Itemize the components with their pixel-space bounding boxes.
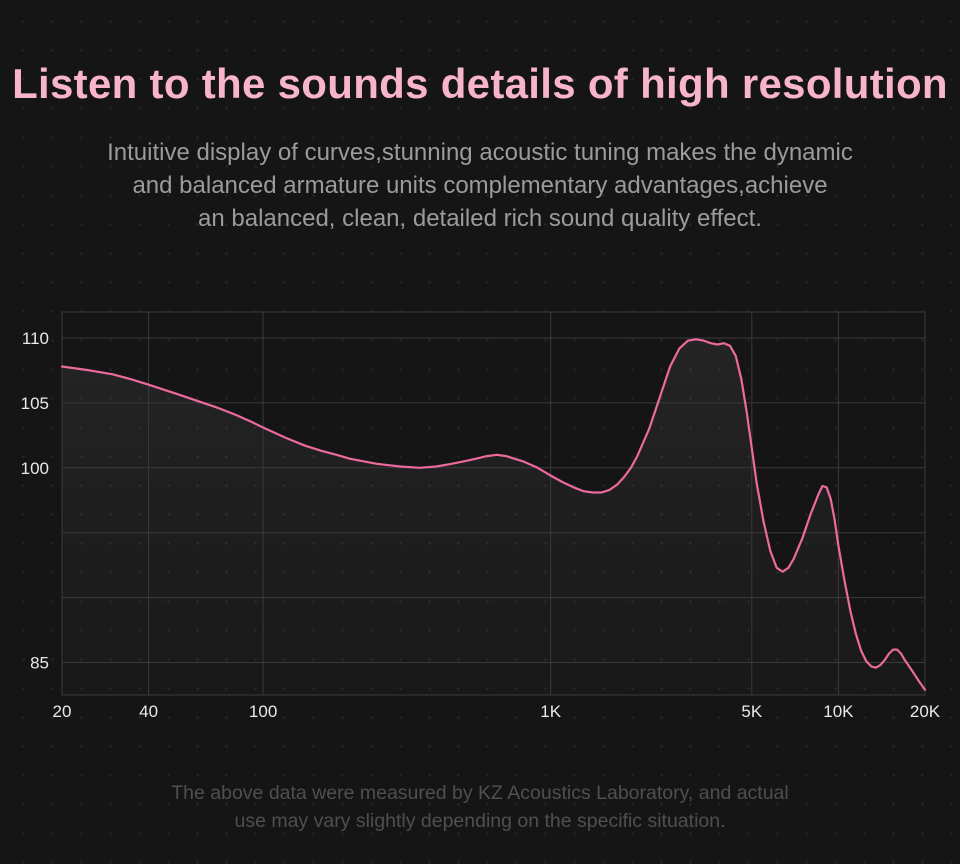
y-tick-label: 85 — [30, 654, 49, 673]
footer-note: The above data were measured by KZ Acous… — [0, 779, 960, 835]
x-tick-label: 10K — [823, 702, 854, 721]
frequency-response-curve — [60, 338, 927, 691]
x-tick-label: 20 — [53, 702, 72, 721]
subtitle-line-2: and balanced armature units complementar… — [132, 172, 828, 199]
x-tick-label: 40 — [139, 702, 158, 721]
frequency-response-chart: 110 105 100 85 20 40 100 1K 5K 10K 20K — [21, 311, 941, 721]
x-tick-label: 5K — [741, 702, 762, 721]
subtitle-line-3: an balanced, clean, detailed rich sound … — [198, 205, 762, 232]
x-tick-label: 1K — [540, 702, 561, 721]
footer-line-2: use may vary slightly depending on the s… — [234, 810, 726, 832]
subtitle-line-1: Intuitive display of curves,stunning aco… — [107, 139, 853, 166]
y-tick-label: 105 — [21, 394, 49, 413]
y-tick-label: 110 — [22, 329, 49, 348]
y-tick-label: 100 — [21, 459, 49, 478]
page-title: Listen to the sounds details of high res… — [12, 60, 948, 107]
curve-area-fill — [62, 339, 925, 695]
subtitle: Intuitive display of curves,stunning aco… — [0, 136, 960, 235]
x-tick-label: 20K — [910, 702, 941, 721]
footer-line-1: The above data were measured by KZ Acous… — [171, 782, 789, 804]
x-tick-label: 100 — [249, 702, 277, 721]
